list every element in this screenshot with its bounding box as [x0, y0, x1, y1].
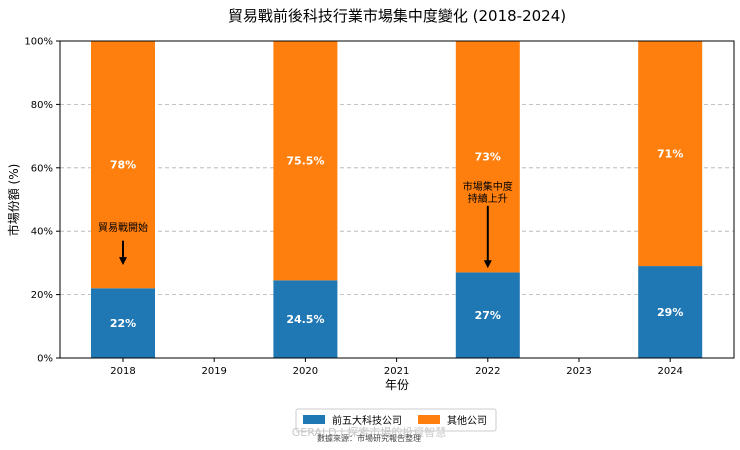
bar-label-top5-2018: 22% — [110, 317, 136, 330]
bar-top5-2022 — [455, 272, 520, 358]
bar-top5-2020 — [273, 280, 338, 358]
bar-label-others-2022: 73% — [475, 151, 501, 164]
legend: 前五大科技公司 其他公司 — [295, 408, 497, 432]
y-tick-label-40: 40% — [31, 227, 53, 238]
bar-label-top5-2024: 29% — [657, 306, 683, 319]
bar-label-others-2020: 75.5% — [286, 155, 324, 168]
watermark: GERALD | 探索市場的投資智慧 — [292, 425, 447, 439]
plot-frame — [59, 40, 735, 359]
y-tick-label-100: 100% — [24, 37, 53, 48]
x-tick-label-2020: 2020 — [293, 366, 318, 377]
bar-label-others-2018: 78% — [110, 159, 136, 172]
y-axis-ticks: 0% 20% 40% 60% 80% 100% — [24, 37, 60, 365]
legend-swatch-others — [418, 415, 440, 424]
x-tick-label-2023: 2023 — [566, 366, 591, 377]
legend-label-top5: 前五大科技公司 — [332, 414, 402, 427]
annotation-text-1-1: 持續上升 — [468, 192, 508, 205]
bar-label-top5-2020: 24.5% — [286, 313, 324, 326]
x-axis-label: 年份 — [385, 378, 409, 392]
bar-others-2020 — [273, 41, 338, 281]
x-tick-label-2021: 2021 — [384, 366, 409, 377]
bar-others-2024 — [638, 41, 703, 267]
x-tick-label-2022: 2022 — [475, 366, 500, 377]
y-tick-label-0: 0% — [37, 354, 53, 365]
x-tick-label-2024: 2024 — [657, 366, 682, 377]
x-tick-label-2019: 2019 — [201, 366, 226, 377]
annotation-text-0-0: 貿易戰開始 — [98, 221, 148, 234]
bar-top5-2018 — [91, 288, 155, 358]
bars — [91, 41, 703, 358]
annotation-text-1-0: 市場集中度 — [463, 180, 513, 193]
bar-labels: 22% 78% 24.5% 75.5% 27% 73% 29% 71% — [110, 148, 684, 331]
bar-top5-2024 — [638, 266, 703, 358]
y-tick-label-60: 60% — [31, 163, 53, 174]
legend-frame — [295, 408, 497, 432]
grid — [60, 104, 734, 296]
legend-label-others: 其他公司 — [447, 414, 487, 427]
x-axis-ticks: 2018 2019 2020 2021 2022 2023 2024 — [110, 358, 683, 377]
legend-swatch-top5 — [303, 415, 325, 424]
chart-title: 貿易戰前後科技行業市場集中度變化 (2018-2024) — [228, 7, 566, 25]
y-tick-label-20: 20% — [31, 290, 53, 301]
x-tick-label-2018: 2018 — [110, 366, 135, 377]
source-note: 數據來源：市場研究報告整理 — [317, 433, 421, 443]
bar-label-others-2024: 71% — [657, 148, 683, 161]
y-tick-label-80: 80% — [31, 100, 53, 111]
bar-label-top5-2022: 27% — [475, 309, 501, 322]
y-axis-label: 市場份額 (%) — [6, 164, 21, 237]
